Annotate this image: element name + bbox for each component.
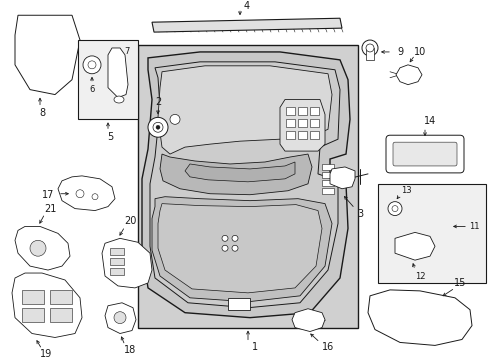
Polygon shape xyxy=(158,66,331,154)
Polygon shape xyxy=(152,18,341,32)
Text: 13: 13 xyxy=(400,186,410,195)
Text: 11: 11 xyxy=(468,222,478,231)
Text: 9: 9 xyxy=(396,47,402,57)
Polygon shape xyxy=(329,167,354,189)
Text: 8: 8 xyxy=(39,108,45,118)
Circle shape xyxy=(170,114,180,124)
Text: 7: 7 xyxy=(124,48,129,57)
Bar xyxy=(309,107,318,116)
Circle shape xyxy=(30,240,46,256)
Bar xyxy=(321,172,333,178)
Ellipse shape xyxy=(114,96,124,103)
Bar xyxy=(321,164,333,170)
Polygon shape xyxy=(12,273,82,337)
Circle shape xyxy=(361,40,377,56)
Bar xyxy=(50,308,72,321)
Text: 3: 3 xyxy=(356,208,362,219)
Circle shape xyxy=(231,245,238,251)
Text: 21: 21 xyxy=(44,204,56,213)
Circle shape xyxy=(114,312,126,324)
Polygon shape xyxy=(280,99,325,151)
FancyBboxPatch shape xyxy=(392,142,456,166)
Bar xyxy=(22,308,44,321)
Polygon shape xyxy=(184,162,294,182)
Polygon shape xyxy=(394,233,434,260)
Bar xyxy=(297,120,306,127)
Text: 10: 10 xyxy=(413,47,425,57)
Bar xyxy=(285,107,294,116)
Circle shape xyxy=(231,235,238,241)
Text: 5: 5 xyxy=(107,132,113,142)
Polygon shape xyxy=(105,303,136,333)
Circle shape xyxy=(391,206,397,212)
Circle shape xyxy=(365,44,373,52)
Bar xyxy=(285,131,294,139)
Bar xyxy=(22,290,44,304)
Bar xyxy=(50,290,72,304)
Text: 16: 16 xyxy=(321,342,333,352)
Circle shape xyxy=(76,190,84,198)
Polygon shape xyxy=(58,176,115,211)
Text: 4: 4 xyxy=(244,1,249,11)
Bar xyxy=(110,268,124,275)
Circle shape xyxy=(148,117,168,137)
Bar xyxy=(110,248,124,255)
Polygon shape xyxy=(15,226,70,270)
Text: 12: 12 xyxy=(414,271,425,280)
Circle shape xyxy=(222,245,227,251)
Circle shape xyxy=(92,194,98,200)
Polygon shape xyxy=(395,65,421,85)
Text: 14: 14 xyxy=(423,116,435,126)
Circle shape xyxy=(83,56,101,74)
Text: 18: 18 xyxy=(123,345,136,355)
Polygon shape xyxy=(108,48,128,98)
Circle shape xyxy=(153,122,163,132)
Polygon shape xyxy=(158,204,321,293)
Text: 15: 15 xyxy=(453,278,465,288)
Bar xyxy=(309,120,318,127)
Polygon shape xyxy=(15,15,80,95)
Bar xyxy=(309,131,318,139)
Text: 20: 20 xyxy=(123,216,136,226)
Polygon shape xyxy=(367,290,471,345)
Polygon shape xyxy=(150,62,339,308)
Bar xyxy=(285,120,294,127)
Circle shape xyxy=(222,235,227,241)
Circle shape xyxy=(387,202,401,216)
Bar xyxy=(321,180,333,186)
Polygon shape xyxy=(152,197,331,302)
Text: 6: 6 xyxy=(89,85,95,94)
Text: 17: 17 xyxy=(42,190,54,200)
Bar xyxy=(377,184,485,283)
Text: 1: 1 xyxy=(251,342,258,352)
Bar xyxy=(297,107,306,116)
Circle shape xyxy=(88,61,96,69)
Polygon shape xyxy=(160,154,311,195)
Bar xyxy=(321,188,333,194)
Bar xyxy=(297,131,306,139)
Bar xyxy=(78,40,138,120)
Circle shape xyxy=(156,125,160,129)
FancyBboxPatch shape xyxy=(385,135,463,173)
Polygon shape xyxy=(142,52,349,318)
Bar xyxy=(227,298,249,310)
Text: 2: 2 xyxy=(155,96,161,107)
Bar xyxy=(365,48,373,60)
Polygon shape xyxy=(102,238,152,288)
Bar xyxy=(138,45,357,328)
Bar xyxy=(110,258,124,265)
Polygon shape xyxy=(291,309,325,332)
Text: 19: 19 xyxy=(40,349,52,359)
